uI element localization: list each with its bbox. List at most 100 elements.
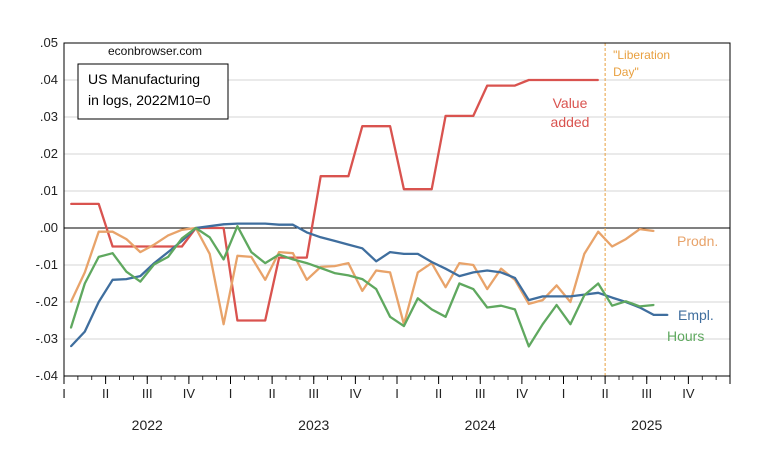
data-point xyxy=(458,282,461,285)
data-point xyxy=(514,308,516,311)
data-point xyxy=(389,315,391,318)
data-point xyxy=(444,286,447,289)
data-point xyxy=(319,236,322,239)
data-point xyxy=(208,236,211,239)
plot-frame xyxy=(63,42,731,377)
data-point xyxy=(514,277,516,279)
data-point xyxy=(167,245,169,248)
x-year-label: 2023 xyxy=(298,417,329,433)
data-point xyxy=(569,295,572,298)
series-label: Value xyxy=(553,95,588,111)
data-point xyxy=(361,247,364,250)
data-point xyxy=(541,323,544,326)
data-point xyxy=(181,245,183,248)
x-quarter-label: IV xyxy=(349,386,362,401)
data-point xyxy=(597,291,600,294)
data-point xyxy=(167,234,169,237)
x-quarter-label: I xyxy=(62,386,66,401)
data-point xyxy=(444,114,447,117)
data-point xyxy=(250,319,253,322)
data-point xyxy=(111,230,114,233)
chart-title-line: US Manufacturing xyxy=(88,71,200,87)
data-point xyxy=(569,79,572,81)
data-point xyxy=(208,253,211,255)
data-point xyxy=(125,270,128,273)
data-point xyxy=(389,251,391,253)
data-point xyxy=(458,114,461,117)
data-point xyxy=(375,269,378,272)
x-quarter-label: III xyxy=(475,386,486,401)
x-quarter-label: II xyxy=(435,386,442,401)
data-point xyxy=(347,262,350,265)
x-year-label: 2022 xyxy=(132,417,163,433)
data-point xyxy=(472,264,475,266)
data-point xyxy=(597,79,600,81)
data-point xyxy=(167,255,169,258)
data-point xyxy=(611,245,613,248)
data-point xyxy=(222,323,225,326)
data-point xyxy=(403,325,405,327)
data-point xyxy=(153,263,156,266)
data-point xyxy=(250,222,253,225)
data-point xyxy=(638,305,641,308)
data-point xyxy=(236,319,239,322)
data-point xyxy=(97,301,100,303)
data-point xyxy=(500,304,502,307)
data-point xyxy=(305,262,308,265)
x-quarter-label: II xyxy=(602,386,609,401)
data-point xyxy=(139,275,142,277)
series-line xyxy=(69,226,654,326)
data-point xyxy=(111,245,114,248)
series-label: Prodn. xyxy=(677,233,718,249)
data-point xyxy=(416,271,419,274)
data-point xyxy=(222,223,225,226)
data-point xyxy=(97,255,100,258)
x-year-label: 2024 xyxy=(465,417,496,433)
title-box xyxy=(77,63,229,120)
data-point xyxy=(555,295,558,298)
data-point xyxy=(236,222,239,225)
data-point xyxy=(416,253,419,255)
data-point xyxy=(333,265,336,268)
data-point xyxy=(527,345,530,348)
data-point xyxy=(500,84,502,87)
data-point xyxy=(472,114,475,117)
data-point xyxy=(583,294,586,297)
chart-title-line: in logs, 2022M10=0 xyxy=(88,92,211,108)
data-point xyxy=(97,203,100,205)
data-point xyxy=(305,231,308,234)
y-tick-label: .02 xyxy=(40,146,58,161)
data-point xyxy=(652,304,655,306)
data-point xyxy=(208,225,211,228)
data-point xyxy=(527,302,530,305)
data-point xyxy=(541,295,544,298)
data-point xyxy=(333,272,336,275)
data-point xyxy=(555,79,558,81)
data-point xyxy=(97,230,100,233)
series-layer xyxy=(69,78,669,348)
data-point xyxy=(375,260,378,263)
data-point xyxy=(555,304,558,306)
data-point xyxy=(652,314,655,316)
data-point xyxy=(444,267,447,270)
data-point xyxy=(319,175,322,178)
data-point xyxy=(652,230,655,232)
data-point xyxy=(430,261,433,263)
data-point xyxy=(319,267,322,269)
data-point xyxy=(597,230,600,233)
data-point xyxy=(292,223,294,226)
data-point xyxy=(70,327,72,329)
data-point xyxy=(472,271,475,274)
data-point xyxy=(194,227,197,229)
data-point xyxy=(292,252,294,255)
series-line xyxy=(69,225,654,348)
data-point xyxy=(83,271,86,274)
data-point xyxy=(139,280,142,283)
axis-layer: .05.04.03.02.01.00-.01-.02-.03-.04I II III… xyxy=(36,35,731,433)
data-point xyxy=(375,288,378,290)
data-point xyxy=(70,345,72,348)
data-point xyxy=(527,79,530,81)
event-label: "Liberation xyxy=(613,48,670,62)
data-point xyxy=(264,222,267,225)
